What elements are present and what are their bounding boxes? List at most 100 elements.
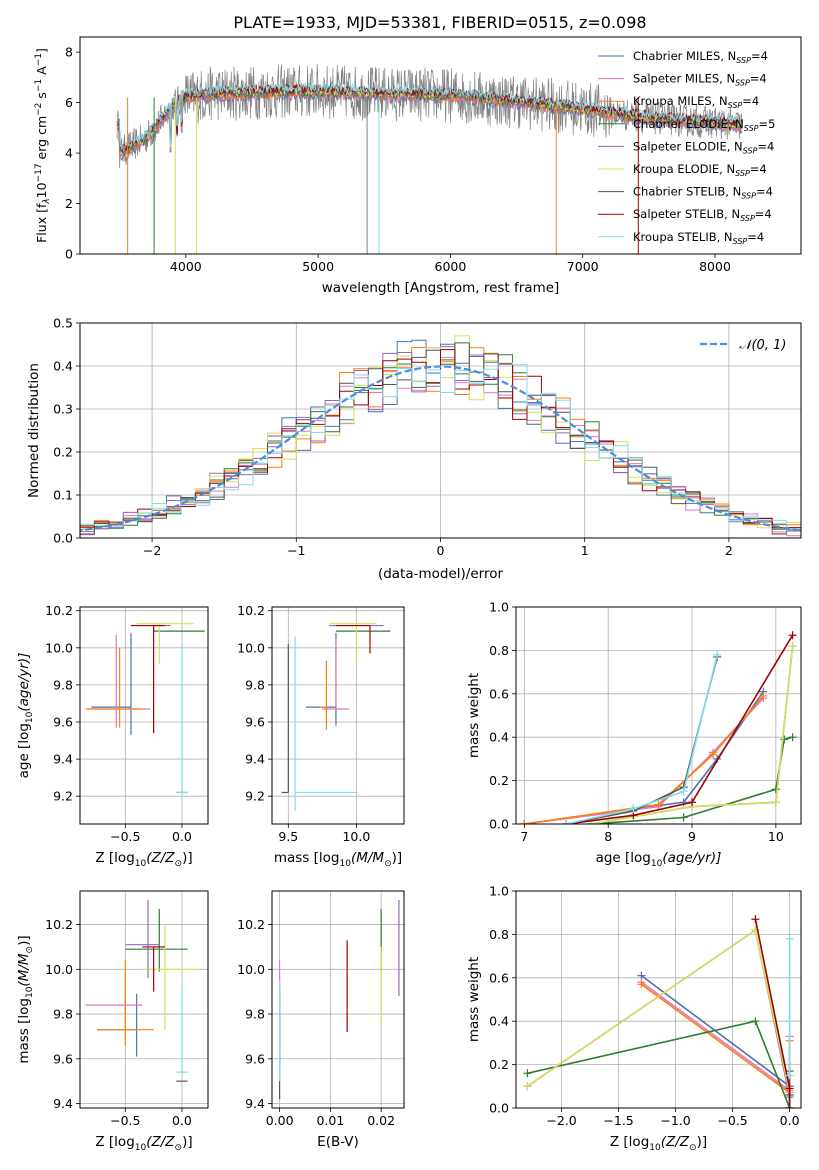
y-tick-label: 8	[65, 45, 73, 60]
mass_vs_Z-axes: −0.5 0.0 9.4 9.6 9.8 10.0 10.2 Z [log10(Z/Z⊙)] m…	[16, 890, 209, 1153]
y-tick-label: 0.5	[53, 316, 73, 331]
x-tick-label: 10.0	[342, 829, 370, 844]
y-tick-label: 0.6	[489, 686, 509, 701]
y-axis-label: age [log10(age/yr)]	[16, 653, 35, 779]
error-bar-point	[306, 632, 337, 726]
error-bar-point	[176, 982, 188, 1073]
y-axis-label: mass weight	[466, 673, 482, 758]
error-bar-point	[281, 644, 289, 794]
y-tick-label: 0.1	[53, 488, 73, 503]
mass-weight-line	[526, 928, 791, 1093]
legend-entry: Chabrier ELODIE, NSSP=5	[633, 117, 775, 133]
y-tick-label: 10.2	[45, 603, 73, 618]
error-bar-point	[294, 636, 357, 812]
axes-frame	[271, 890, 405, 1109]
normal-curve	[80, 365, 801, 532]
error-bar-point	[142, 924, 199, 1030]
y-tick-label: 0.8	[489, 643, 509, 658]
x-tick-label: 7000	[567, 259, 599, 274]
y-tick-label: 0.2	[489, 773, 509, 788]
y-tick-label: 9.4	[53, 1096, 73, 1111]
axes-frame	[271, 606, 405, 825]
axes-frame	[515, 606, 802, 825]
x-tick-label: 4000	[170, 259, 202, 274]
figure-title: PLATE=1933, MJD=53381, FIBERID=0515, z=0…	[233, 13, 646, 32]
age_vs_mass-axes: 9.5 10.0 9.2 9.4 9.6 9.8 10.0 10.2 mass [log10(M…	[237, 603, 405, 869]
axes-frame	[79, 606, 209, 825]
y-tick-label: 0.4	[489, 1014, 509, 1029]
y-tick-label: 0.4	[489, 730, 509, 745]
legend-entry: Chabrier STELIB, NSSP=4	[633, 185, 773, 201]
y-tick-label: 9.6	[245, 714, 265, 729]
y-tick-label: 10.0	[45, 640, 73, 655]
x-axis-label: Z [log10(Z/Z⊙)]	[610, 1134, 707, 1153]
error-bar-point	[85, 993, 143, 1028]
y-tick-label: 9.2	[245, 789, 265, 804]
error-bar-point	[85, 647, 143, 728]
legend-entry: Salpeter ELODIE, NSSP=4	[633, 139, 774, 155]
x-tick-label: −0.5	[717, 1113, 747, 1128]
y-tick-label: 10.2	[45, 917, 73, 932]
x-tick-label: 9	[688, 829, 696, 844]
y-tick-label: 9.4	[245, 752, 265, 767]
massweight_vs_Z-axes: −2.0 −1.5 −1.0 −0.5 0.0 0.0 0.2 0.4 0.6 0.8 1.0 Z […	[466, 884, 802, 1153]
legend-entry: Salpeter MILES, NSSP=4	[633, 72, 767, 88]
y-axis-label: mass [log10(M/M⊙)]	[16, 935, 35, 1063]
error-bar-point	[130, 624, 165, 734]
y-tick-label: 9.4	[245, 1096, 265, 1111]
legend-entry: 𝒩(0, 1)	[739, 338, 786, 353]
x-tick-label: 0.0	[780, 1113, 800, 1128]
y-tick-label: 0.6	[489, 970, 509, 985]
y-tick-label: 4	[65, 146, 73, 161]
legend-entry: Kroupa STELIB, NSSP=4	[633, 230, 764, 246]
y-tick-label: 0.0	[53, 531, 73, 546]
x-tick-label: 8000	[699, 259, 731, 274]
legend-entry: Kroupa MILES, NSSP=4	[633, 94, 759, 110]
y-axis-label: Normed distribution	[26, 363, 42, 498]
axes-frame	[79, 890, 209, 1109]
mass-weight-line	[640, 981, 791, 1093]
massweight_vs_Z-series	[523, 915, 794, 1108]
x-axis-label: Z [log10(Z/Z⊙)]	[95, 1134, 192, 1153]
y-tick-label: 0.2	[489, 1057, 509, 1072]
y-tick-label: 0.2	[53, 445, 73, 460]
x-tick-label: 9.5	[278, 829, 298, 844]
y-tick-label: 0.0	[489, 1101, 509, 1116]
error-bar-point	[91, 632, 132, 735]
x-axis-label: wavelength [Angstrom, rest frame]	[322, 280, 560, 296]
mass-weight-line	[591, 646, 794, 824]
y-tick-label: 9.8	[53, 1007, 73, 1022]
y-tick-label: 0.0	[489, 817, 509, 832]
mass_vs_ebv-axes: 0.00 0.01 0.02 9.4 9.6 9.8 10.0 10.2 E(B-V)	[237, 890, 405, 1150]
error-bar-point	[319, 660, 328, 730]
error-bar-point	[335, 624, 371, 654]
x-tick-label: 5000	[302, 259, 334, 274]
y-tick-label: 9.6	[245, 1051, 265, 1066]
error-bar-point	[125, 908, 188, 972]
x-tick-label: 0.0	[172, 829, 192, 844]
x-tick-label: −1	[287, 543, 305, 558]
error-bar-point	[176, 644, 188, 794]
axes-frame	[79, 36, 802, 255]
y-tick-label: 9.8	[245, 1007, 265, 1022]
error-bar-point	[142, 946, 165, 992]
x-tick-label: 7	[520, 829, 528, 844]
y-tick-label: 1.0	[489, 884, 509, 899]
y-tick-label: 9.4	[53, 752, 73, 767]
error-bar-point	[96, 993, 138, 1057]
massweight_vs_age-axes: 7 8 9 10 0.0 0.2 0.4 0.6 0.8 1.0 age [log10(age/yr…	[466, 600, 802, 869]
x-tick-label: 0.01	[316, 1113, 344, 1128]
y-tick-label: 0.8	[489, 927, 509, 942]
mass_vs_Z-points	[85, 899, 199, 1082]
x-tick-label: 0.00	[266, 1113, 294, 1128]
spectrum-lines	[116, 64, 743, 254]
massweight_vs_age-series	[520, 631, 797, 824]
x-tick-label: 0.02	[367, 1113, 395, 1128]
legend-entry: Salpeter STELIB, NSSP=4	[633, 207, 772, 223]
x-axis-label: age [log10(age/yr)]	[596, 850, 722, 869]
x-tick-label: 8	[604, 829, 612, 844]
x-tick-label: 1	[581, 543, 589, 558]
x-axis-label: E(B-V)	[317, 1134, 359, 1150]
y-tick-label: 9.2	[53, 789, 73, 804]
x-tick-label: −0.5	[110, 1113, 140, 1128]
